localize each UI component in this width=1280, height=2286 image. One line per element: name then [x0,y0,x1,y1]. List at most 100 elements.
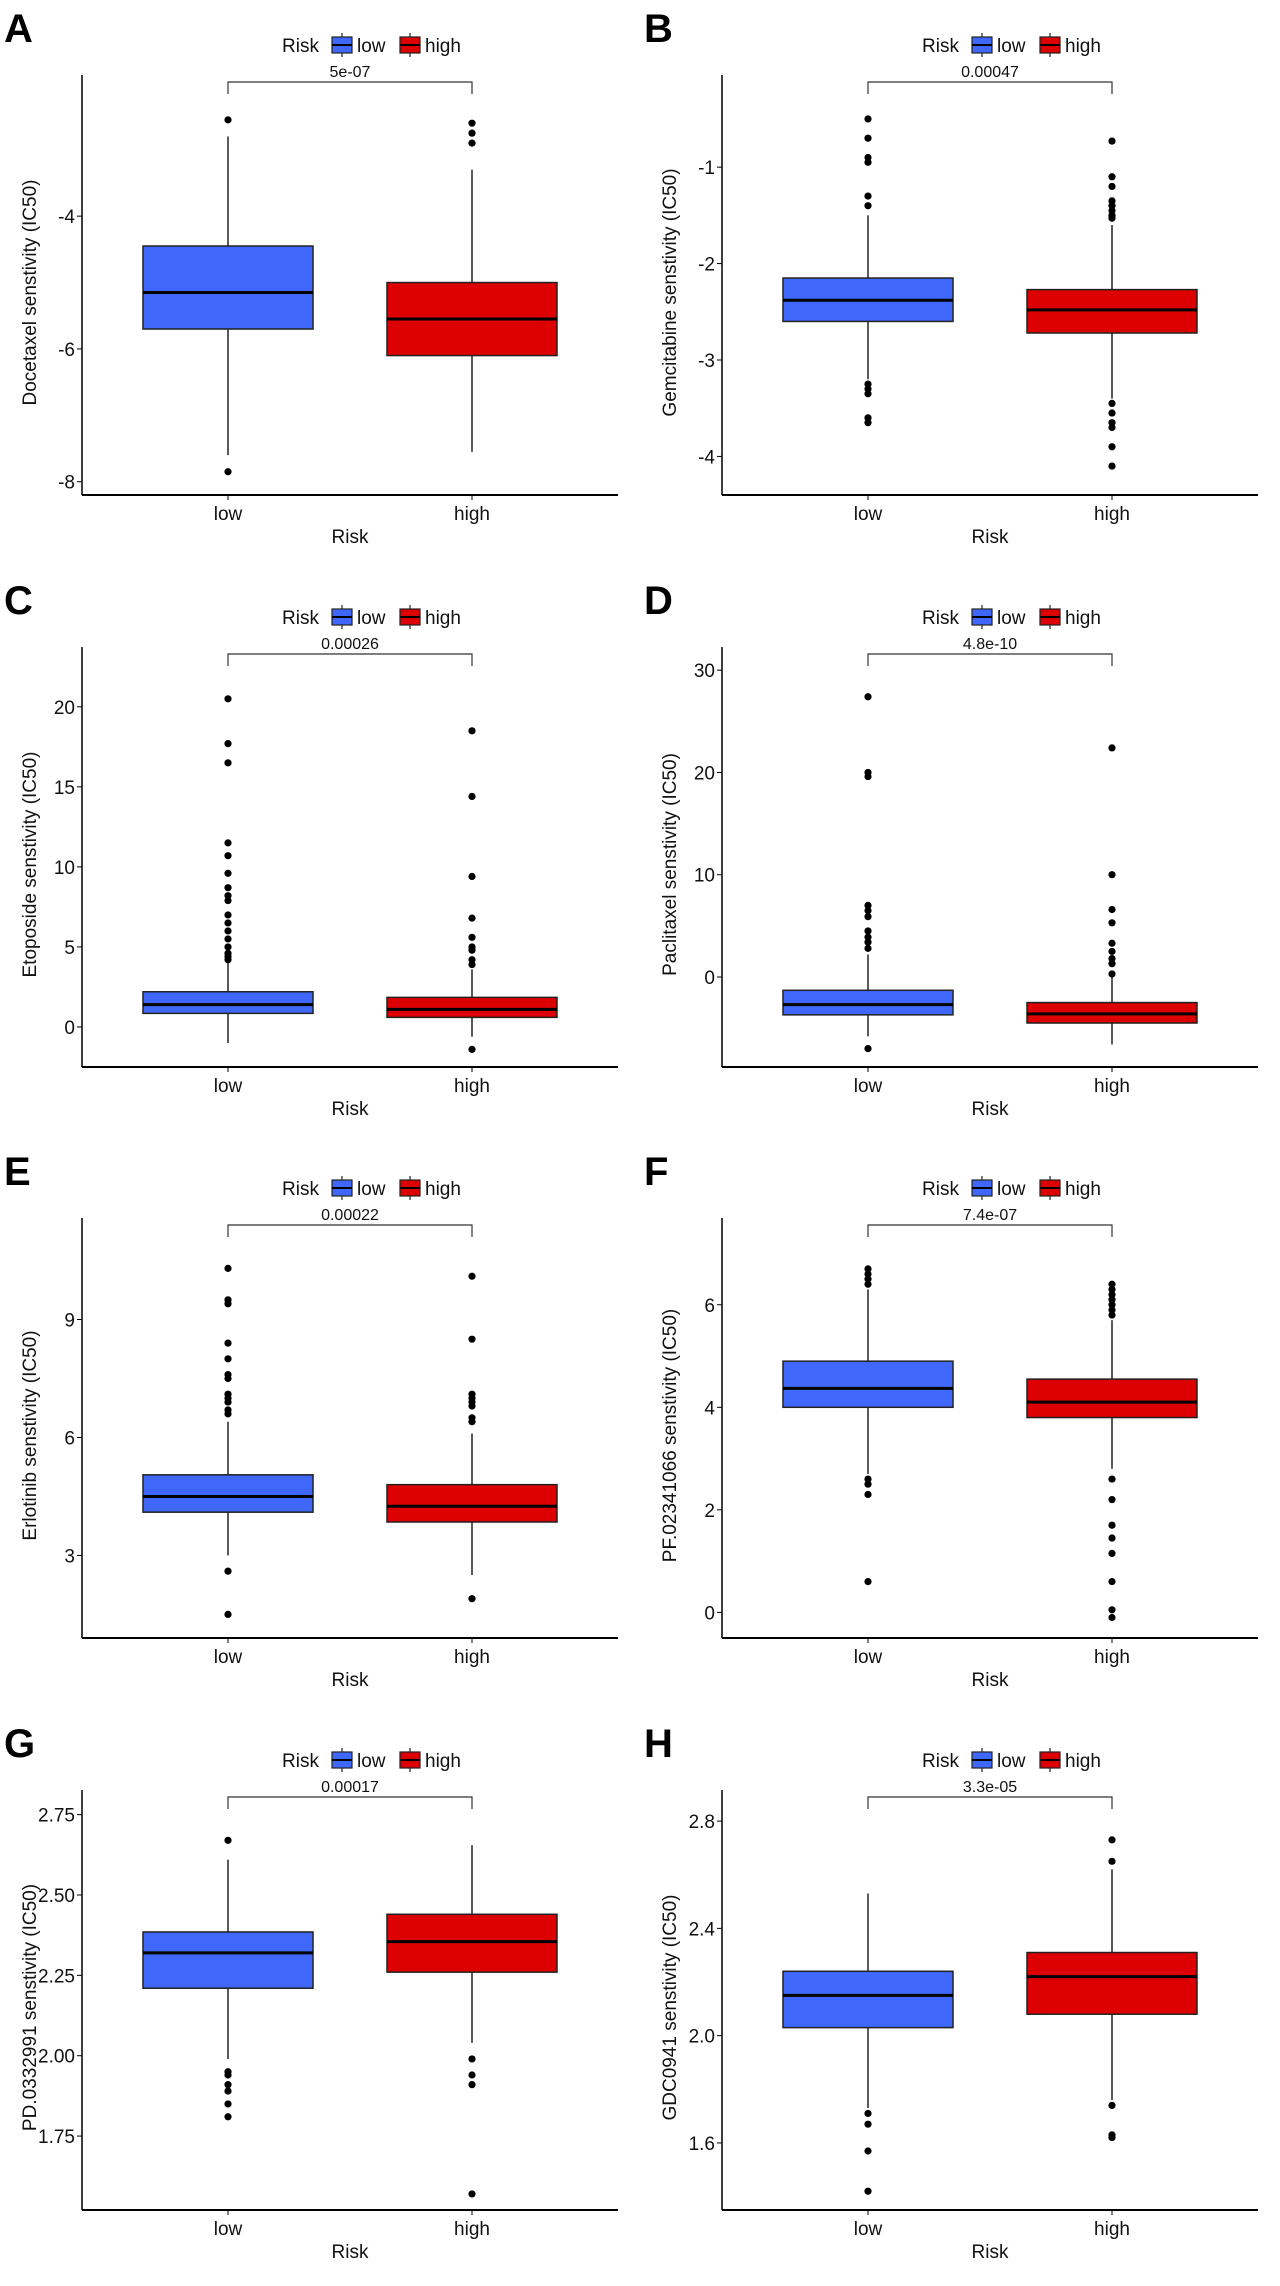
x-tick-label: high [454,2219,490,2240]
box-low [142,116,314,476]
y-tick-label: 2.0 [689,2026,715,2047]
outlier-point [1108,939,1116,947]
outlier-point [1108,1296,1116,1304]
p-value-label: 4.8e-10 [963,636,1017,653]
x-tick-label: low [854,2219,883,2240]
outlier-point [1108,1475,1116,1483]
outlier-point [224,918,232,927]
significance-bracket [867,652,1113,666]
significance-bracket [227,1795,473,1809]
iqr-box [1026,1378,1198,1419]
outlier-point [1108,443,1116,451]
outlier-point [224,1567,232,1575]
outlier-point [224,949,232,957]
outlier-point [864,768,872,776]
outlier-point [468,2070,476,2079]
x-axis-title: Risk [972,2242,1009,2263]
outlier-point [1108,969,1116,978]
outlier-point [864,944,872,952]
box-high [386,726,558,1053]
outlier-point [1108,214,1116,222]
outlier-point [468,2189,476,2198]
outlier-point [224,883,232,891]
outlier-point [864,390,872,398]
x-axis-title: Risk [972,1099,1009,1120]
outlier-point [1108,947,1116,955]
legend: Risk low high [282,1176,461,1200]
x-tick-label: high [1094,2219,1130,2240]
legend: Risk low high [922,33,1101,57]
box-high [1026,1280,1198,1622]
x-axis-title: Risk [332,1099,369,1120]
outlier-point [1108,1280,1116,1288]
legend-key-high [1039,33,1061,57]
y-axis-title: Docetaxel senstivity (IC50) [20,180,41,406]
outlier-point [224,116,232,124]
outlier-point [864,1280,872,1288]
outlier-point [224,2099,232,2108]
y-tick-label: 3 [64,1546,75,1567]
outlier-point [1108,870,1116,878]
significance-bracket [867,1224,1113,1237]
y-axis-title: Paclitaxel senstivity (IC50) [660,753,681,976]
outlier-point [224,1370,232,1379]
outlier-point [1108,1578,1116,1586]
y-tick-label: 2.25 [38,1966,75,1987]
panel-label: E [4,1150,31,1194]
outlier-point [864,912,872,920]
boxplot-chart: H Risk low high 1.6 2.0 2.4 2.8 GDC0941 senstivi… [644,1722,1258,2263]
outlier-point [1108,173,1116,181]
outlier-point [224,2070,232,2079]
outlier-point [864,115,872,123]
legend-label-low: low [997,36,1026,57]
outlier-point [864,933,872,941]
outlier-point [1108,1285,1116,1293]
iqr-box [782,1360,954,1409]
p-value-label: 0.00026 [321,636,379,653]
outlier-point [1108,1521,1116,1529]
outlier-point [1108,1301,1116,1309]
x-tick-label: high [1094,1647,1130,1668]
outlier-point [864,1270,872,1278]
legend-key-low [971,604,993,629]
outlier-point [224,758,232,766]
legend-title: Risk [922,36,959,57]
x-tick-label: low [854,1647,883,1668]
outlier-point [864,692,872,700]
box-high [386,1844,558,2198]
y-tick-label: 0 [704,968,715,989]
legend-title: Risk [282,1751,319,1772]
legend-label-low: low [997,1751,1026,1772]
iqr-box [782,989,954,1016]
y-tick-label: 10 [694,865,715,886]
outlier-point [224,1296,232,1304]
outlier-point [224,910,232,919]
iqr-box [386,996,558,1018]
x-axis-title: Risk [972,527,1009,548]
legend-label-high: high [1065,1179,1101,1200]
boxplot-chart: G Risk low high 1.75 2.00 2.25 2.50 2.75 PD.03329… [4,1722,618,2263]
panel-label: C [4,579,33,623]
iqr-box [142,1474,314,1513]
boxplot-chart: A Risk low high -4 -6 -8 Docetaxel senstivity (… [4,7,618,548]
outlier-point [1108,2133,1116,2141]
y-tick-label: 2.00 [38,2046,75,2067]
legend-key-low [331,33,353,57]
p-value-label: 5e-07 [330,64,371,81]
iqr-box [142,1930,314,1989]
box-low [142,1264,314,1619]
significance-bracket [227,81,473,94]
outlier-point [864,938,872,946]
legend-label-high: high [1065,36,1101,57]
outlier-point [224,2112,232,2120]
outlier-point [468,1045,476,1053]
box-low [782,1893,954,2195]
y-axis-title: PD.0332991 senstivity (IC50) [20,1883,41,2130]
legend-title: Risk [282,608,319,629]
legend-label-high: high [425,1751,461,1772]
outlier-point [468,933,476,941]
y-axis-title: GDC0941 senstivity (IC50) [660,1894,681,2120]
legend: Risk low high [922,604,1101,629]
outlier-point [1108,954,1116,962]
significance-bracket [867,1795,1113,1809]
